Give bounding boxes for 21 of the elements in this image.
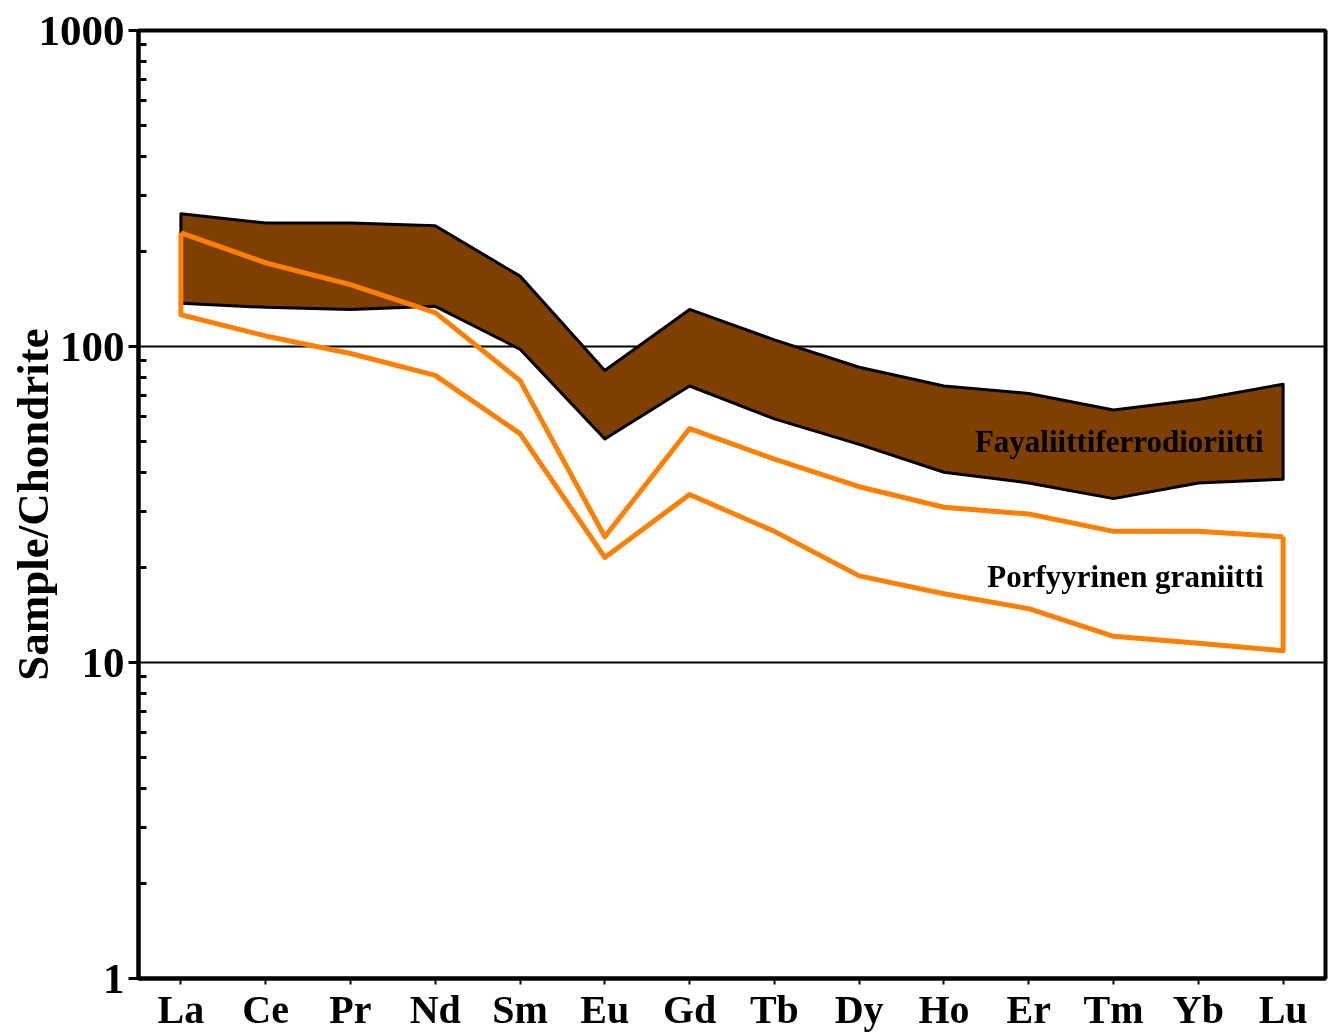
y-tick-label: 100 [60, 322, 125, 370]
x-tick-label: Gd [662, 986, 717, 1032]
y-tick-label: 1 [103, 954, 125, 1002]
x-tick-label: Ho [918, 986, 970, 1032]
y-axis-title: Sample/Chondrite [7, 328, 58, 681]
x-tick-label: Er [1006, 986, 1051, 1032]
x-tick-label: Eu [580, 986, 630, 1032]
annotation: Fayaliittiferrodioriitti [974, 423, 1264, 459]
x-tick-label: Tm [1083, 986, 1144, 1032]
x-tick-label: Dy [834, 986, 884, 1032]
x-tick-label: Ce [242, 986, 289, 1032]
x-tick-label: Pr [329, 986, 372, 1032]
series-label: Porfyyrinen graniitti [987, 559, 1264, 595]
x-tick-label: Lu [1258, 986, 1308, 1032]
y-tick-label: 10 [81, 638, 125, 686]
x-tick-label: Nd [409, 986, 461, 1032]
x-tick-label: Tb [749, 986, 799, 1032]
x-tick-label: Yb [1172, 986, 1224, 1032]
x-tick-label: La [157, 986, 205, 1032]
x-tick-label: Sm [492, 986, 548, 1032]
y-tick-label: 1000 [38, 6, 125, 54]
